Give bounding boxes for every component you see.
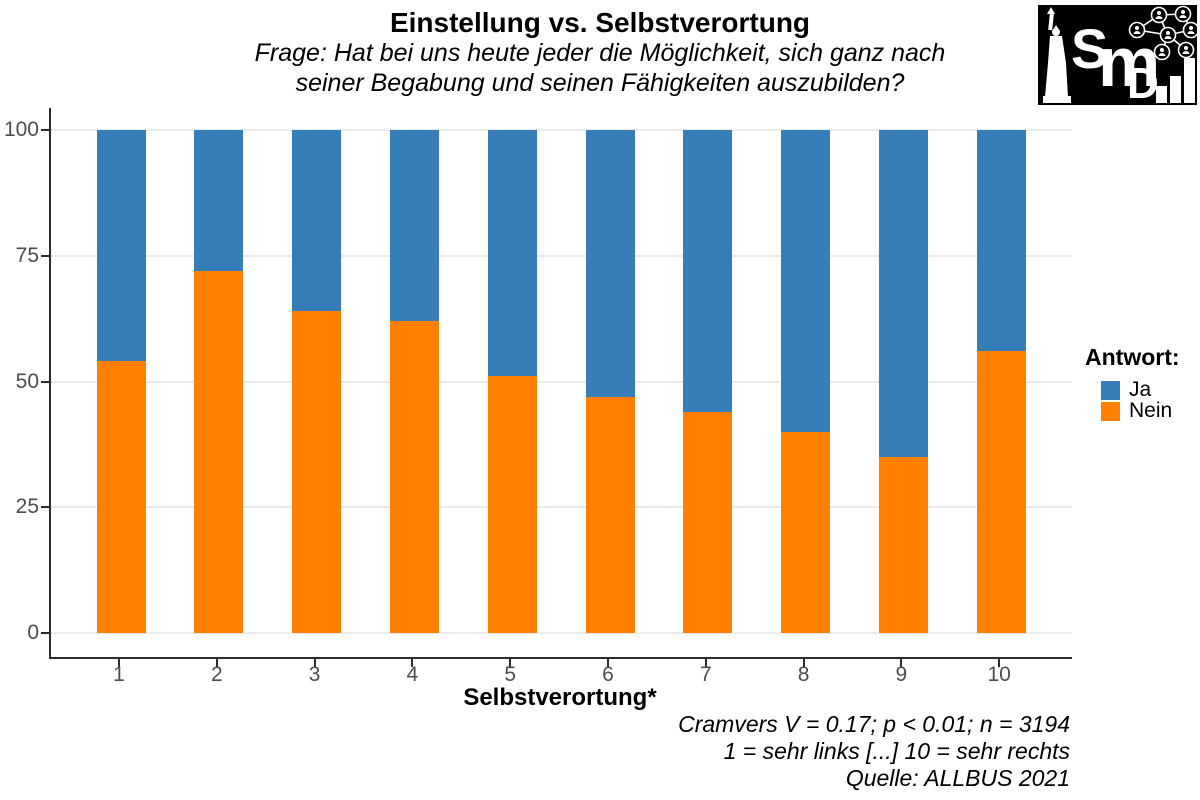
bar-ja-3 [292,130,342,311]
caption-scale-note: 1 = sehr links [...] 10 = sehr rechts [723,738,1070,764]
legend: Antwort: Ja Nein [1083,344,1200,422]
bar-chart-icon [1156,58,1195,103]
x-tick-5 [509,659,512,667]
gridline-100 [51,129,1072,131]
y-tick-50 [41,380,49,383]
x-tick-label-4: 4 [406,663,419,686]
y-tick-0 [41,632,49,634]
smd-logo: S m D [1038,5,1200,108]
x-tick-label-5: 5 [504,663,517,686]
caption-statistics: Cramvers V = 0.17; p < 0.01; n = 3194 [678,711,1070,737]
bar-ja-7 [683,130,733,412]
x-tick-10 [998,659,1001,667]
bar-nein-6 [585,397,635,633]
legend-title: Antwort: [1085,344,1180,370]
bar-nein-8 [781,432,831,633]
x-tick-7 [704,659,707,667]
statue-of-liberty-icon [1043,7,1071,103]
bar-ja-8 [781,130,831,432]
chart-subtitle: Frage: Hat bei uns heute jeder die Mögli… [0,38,1200,98]
y-tick-label-50: 50 [15,369,39,393]
x-tick-6 [607,659,609,667]
bar-nein-9 [878,457,928,633]
gridline-50 [51,380,1072,383]
bar-ja-9 [878,130,928,457]
bar-nein-3 [292,311,342,633]
plot-panel [49,108,1072,659]
gridline-0 [51,632,1072,634]
legend-label-nein: Nein [1129,399,1173,422]
y-tick-25 [41,506,49,509]
y-tick-100 [41,129,49,131]
x-tick-label-8: 8 [797,663,810,686]
bar-ja-1 [96,130,146,361]
bar-nein-10 [976,351,1026,633]
x-tick-label-3: 3 [308,663,321,686]
x-tick-label-1: 1 [113,663,125,686]
legend-swatch-nein [1101,401,1120,421]
network-icon [1128,5,1200,61]
x-axis-title: Selbstverortung* [463,684,657,711]
x-tick-label-6: 6 [602,663,614,686]
x-tick-label-10: 10 [987,663,1011,686]
legend-item-nein: Nein [1083,399,1200,422]
chart-subtitle-line-2: seiner Begabung und seinen Fähigkeiten a… [295,69,905,97]
legend-label-ja: Ja [1129,378,1152,401]
bar-nein-2 [194,271,244,633]
bar-nein-5 [487,376,537,633]
bar-nein-7 [683,412,733,633]
logo-letter-m: m [1098,23,1160,101]
bar-ja-6 [585,130,635,397]
bar-ja-10 [976,130,1026,351]
x-tick-label-7: 7 [699,663,712,686]
x-tick-8 [802,659,805,667]
gridline-25 [51,506,1072,509]
bar-nein-4 [389,321,439,633]
bar-nein-1 [96,361,146,633]
legend-item-ja: Ja [1083,378,1200,401]
smd-logo-graphic: S m D [1043,5,1200,108]
x-tick-label-9: 9 [895,663,908,686]
y-tick-label-0: 0 [27,621,39,644]
bar-ja-5 [487,130,537,376]
chart-subtitle-line-1: Frage: Hat bei uns heute jeder die Mögli… [254,39,946,67]
legend-swatch-ja [1101,380,1120,400]
gridline-75 [51,254,1072,257]
x-tick-4 [411,659,414,667]
logo-letter-d: D [1127,59,1159,105]
y-tick-label-100: 100 [3,118,39,141]
x-tick-2 [215,659,218,667]
y-tick-label-75: 75 [15,243,39,267]
x-tick-label-2: 2 [210,663,223,686]
caption-source: Quelle: ALLBUS 2021 [845,765,1070,791]
chart-title: Einstellung vs. Selbstverortung [389,7,811,38]
x-tick-1 [118,659,120,667]
y-tick-75 [41,254,49,257]
x-tick-9 [900,659,903,667]
logo-letter-s: S [1071,17,1108,80]
x-tick-3 [313,659,316,667]
bar-ja-2 [194,130,244,271]
bar-ja-4 [389,130,439,321]
y-tick-label-25: 25 [15,495,39,519]
caption: Cramvers V = 0.17; p < 0.01; n = 3194 1 … [678,711,1070,792]
